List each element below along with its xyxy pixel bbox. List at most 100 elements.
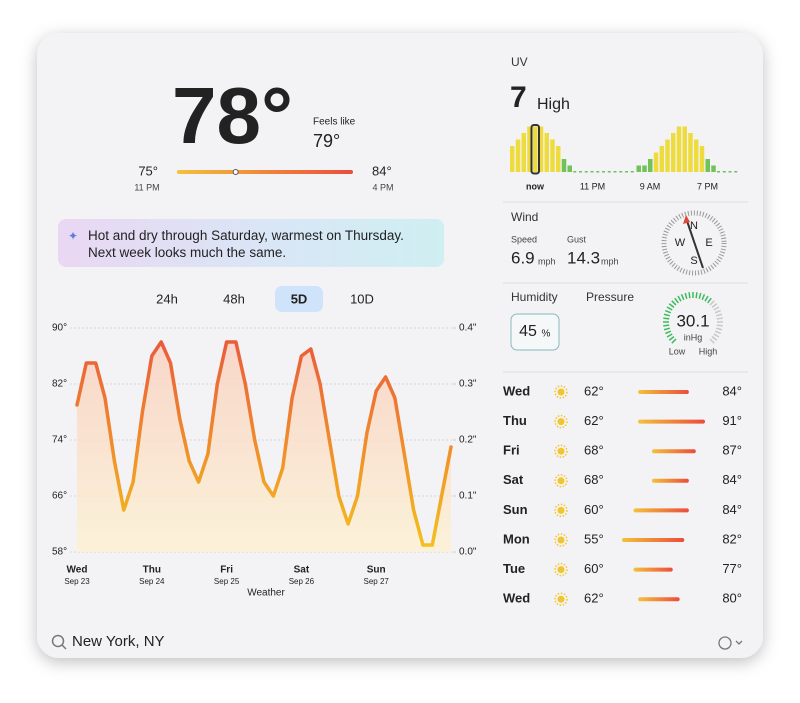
wind-arrow [685, 217, 704, 269]
daily-low: 62° [584, 383, 604, 398]
uv-bar [533, 126, 538, 172]
x-day-label: Sat [294, 565, 310, 576]
pressure-label: Pressure [586, 290, 634, 304]
daily-low: 62° [584, 413, 604, 428]
x-day-label: Wed [67, 565, 88, 576]
uv-level: High [537, 96, 570, 113]
gauge-tick [716, 324, 723, 327]
humidity-box [510, 313, 560, 351]
daily-high: 82° [722, 531, 742, 546]
daily-range-bar [651, 449, 696, 454]
daily-range-bar [622, 538, 685, 542]
daily-high: 77° [722, 561, 742, 576]
y-tick-label: 58° [52, 547, 67, 558]
daily-range-bar [633, 567, 673, 572]
gauge-tick [709, 300, 715, 306]
temperature-line [75, 340, 453, 547]
gauge-tick [714, 309, 722, 314]
uv-bar [648, 159, 653, 172]
daily-low: 68° [584, 443, 604, 458]
high-temp: 84° [372, 163, 392, 178]
daily-day: Sun [503, 502, 528, 517]
low-temp: 75° [138, 163, 158, 178]
uv-bar [728, 171, 732, 173]
feels-like-value: 79° [313, 131, 340, 151]
uv-bar [584, 171, 588, 173]
daily-high: 84° [722, 383, 742, 398]
gauge-tick [684, 292, 688, 300]
daily-day: Thu [503, 413, 527, 428]
uv-time-label: 7 PM [697, 181, 718, 191]
uv-bar [561, 159, 567, 172]
chart-caption: Weather [247, 588, 285, 599]
humidity-value: 45 [519, 323, 537, 340]
sun-rays [554, 444, 568, 458]
gauge-tick [709, 338, 715, 344]
gauge-tick [680, 293, 685, 301]
uv-bar [619, 171, 623, 173]
uv-bar [653, 152, 659, 172]
tab[interactable]: 48h [223, 291, 245, 306]
uv-bar [665, 139, 670, 172]
uv-bar [676, 126, 682, 172]
gauge-tick [715, 313, 723, 317]
gauge-tick [666, 306, 673, 311]
sun-icon [557, 477, 565, 485]
search-icon[interactable] [51, 634, 65, 648]
summary-banner: ✦ Hot and dry through Saturday, warmest o… [58, 219, 444, 267]
daily-high: 91° [722, 413, 742, 428]
y2-tick-label: 0.0" [459, 547, 477, 558]
daily-range-bar [638, 597, 680, 602]
sun-rays [554, 474, 568, 488]
x-day-label: Sun [367, 565, 386, 576]
x-date-label: Sep 25 [214, 577, 240, 586]
tab[interactable]: 24h [156, 291, 178, 306]
gauge-tick [668, 336, 675, 341]
low-time: 11 PM [134, 182, 159, 192]
uv-bar [538, 126, 544, 172]
pressure-unit: inHg [684, 332, 703, 342]
summary-icon: ✦ [68, 229, 79, 243]
high-time: 4 PM [372, 182, 393, 192]
uv-bar [694, 139, 699, 172]
gauge-tick [688, 292, 691, 299]
daily-low: 62° [584, 591, 604, 606]
daily-low: 60° [584, 502, 604, 517]
gauge-tick [711, 303, 718, 308]
compass-ring [661, 210, 727, 276]
tab[interactable]: 10D [350, 291, 374, 306]
y-tick-label: 90° [52, 323, 67, 334]
gauge-tick [664, 330, 672, 335]
wind-speed-unit: mph [538, 256, 556, 266]
tab[interactable]: 5D [291, 291, 308, 306]
sun-rays [554, 414, 568, 429]
gauge-tick [664, 309, 672, 314]
pressure-value: 30.1 [676, 311, 709, 330]
sun-icon [557, 388, 565, 396]
sun-icon [557, 595, 565, 603]
uv-bar [688, 133, 693, 172]
gauge-tick [663, 327, 671, 331]
gauge-tick [666, 333, 673, 338]
daily-high: 87° [722, 443, 742, 458]
daily-range-bar [651, 478, 689, 483]
sun-rays [554, 533, 568, 547]
wind-speed: 6.9 [511, 248, 535, 267]
daily-high: 80° [722, 591, 742, 606]
daily-range-bar [638, 390, 689, 394]
search-field[interactable]: New York, NY [72, 633, 165, 650]
current-temperature: 78° [172, 71, 293, 160]
uv-bar [556, 146, 561, 172]
uv-bar [671, 133, 676, 172]
uv-bar [625, 171, 628, 173]
uv-bar [521, 133, 526, 172]
search-icon-handle [61, 644, 67, 650]
x-date-label: Sep 26 [289, 577, 315, 586]
uv-bar [659, 146, 664, 172]
wind-gust-unit: mph [601, 256, 619, 266]
gauge-tick [671, 338, 677, 344]
uv-index: 7 [510, 81, 527, 114]
settings-button[interactable] [718, 636, 732, 650]
